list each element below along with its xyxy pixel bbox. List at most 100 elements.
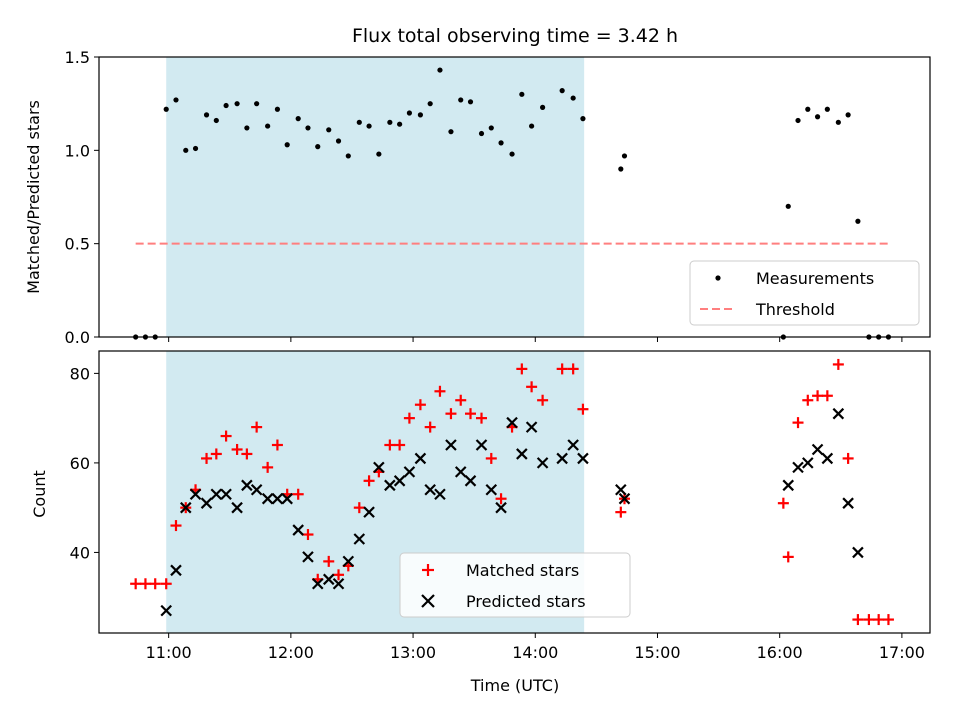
data-point (567, 363, 579, 375)
data-point (220, 430, 232, 442)
data-point (455, 394, 467, 406)
data-point (160, 578, 172, 590)
legend-label: Matched stars (466, 561, 579, 580)
legend-box (689, 260, 920, 326)
data-point (792, 417, 804, 429)
x-tick-label: 11:00 (146, 643, 192, 662)
legend-swatch (715, 275, 721, 281)
data-point (498, 140, 504, 146)
data-point (516, 448, 528, 460)
data-point (397, 121, 403, 127)
data-point (261, 492, 274, 505)
y-axis-label: Count (30, 470, 49, 518)
data-point (373, 461, 385, 474)
x-tick-label: 13:00 (390, 643, 436, 662)
data-point (805, 106, 811, 112)
plot-frame (98, 56, 931, 338)
data-point (476, 412, 488, 424)
data-point (366, 123, 372, 129)
data-point (777, 497, 789, 509)
data-point (424, 421, 436, 433)
data-point (526, 381, 538, 393)
data-point (223, 102, 229, 109)
data-point (213, 117, 219, 124)
data-point (495, 493, 507, 505)
data-point (130, 578, 142, 590)
data-point (231, 501, 243, 514)
data-point (855, 218, 861, 224)
data-point (271, 439, 283, 451)
y-tick-label: 1.0 (65, 141, 90, 160)
data-point (556, 363, 568, 375)
data-point (519, 91, 525, 97)
data-point (540, 104, 546, 110)
data-point (250, 483, 263, 496)
data-point (414, 452, 427, 465)
series-matched-stars (130, 358, 894, 626)
y-axis-label: Matched/Predicted stars (24, 100, 43, 294)
data-point (333, 569, 345, 581)
data-point (478, 130, 485, 137)
data-point (353, 502, 365, 514)
data-point (536, 457, 549, 469)
plot-frame (98, 350, 931, 634)
y-tick-label: 60 (70, 454, 90, 473)
data-point (445, 408, 457, 420)
data-point (302, 551, 314, 563)
data-point (292, 488, 304, 500)
data-point (281, 492, 293, 505)
data-point (475, 439, 488, 451)
series-predicted-stars (160, 407, 864, 617)
legend-item: Measurements (715, 269, 874, 288)
data-point (220, 488, 232, 501)
data-point (244, 125, 250, 131)
data-point (210, 488, 223, 501)
data-point (824, 106, 830, 112)
data-point (434, 488, 446, 501)
data-point (509, 151, 515, 157)
data-point (852, 546, 864, 559)
legend-box (399, 552, 631, 618)
data-point (618, 166, 624, 172)
data-point (821, 390, 833, 402)
data-point (376, 151, 382, 157)
data-point (149, 578, 161, 590)
data-point (241, 448, 253, 460)
data-point (332, 577, 345, 590)
legend-label: Threshold (755, 300, 835, 319)
data-point (323, 555, 335, 567)
data-point (577, 403, 589, 415)
data-point (192, 145, 199, 152)
data-point (173, 97, 179, 103)
data-point (189, 488, 202, 501)
data-point (403, 412, 415, 424)
data-point (322, 573, 335, 586)
data-point (516, 363, 528, 375)
data-point (335, 138, 342, 144)
data-point (488, 125, 494, 131)
data-point (201, 452, 213, 464)
data-point (802, 457, 814, 469)
data-point (458, 97, 464, 103)
data-point (618, 492, 631, 505)
data-point (265, 123, 271, 129)
data-point (580, 116, 586, 122)
data-point (139, 578, 151, 590)
data-point (863, 614, 875, 626)
data-point (315, 144, 321, 150)
chart-title: Flux total observing time = 3.42 h (352, 25, 678, 47)
data-point (353, 533, 366, 545)
legend-item: Matched stars (422, 561, 579, 580)
data-point (356, 119, 362, 125)
legend-item: Predicted stars (421, 592, 586, 611)
data-point (537, 394, 549, 406)
data-point (832, 407, 845, 420)
data-point (437, 67, 443, 73)
data-point (785, 203, 791, 209)
data-point (403, 466, 416, 478)
data-point (241, 479, 253, 492)
data-point (465, 408, 477, 420)
y-tick-label: 80 (70, 364, 90, 383)
legend-swatch (422, 564, 434, 576)
legend-label: Predicted stars (466, 592, 586, 611)
